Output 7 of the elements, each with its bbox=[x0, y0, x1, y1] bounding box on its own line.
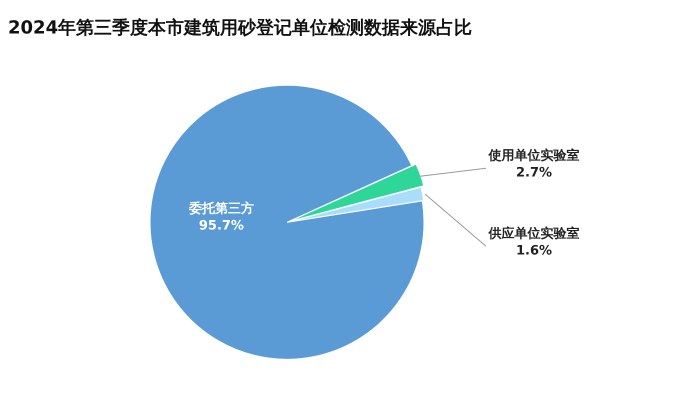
slice-label: 供应单位实验室 bbox=[488, 226, 580, 242]
data-label: 2.7% bbox=[516, 166, 552, 181]
data-label: 1.6% bbox=[516, 244, 552, 259]
slice-label: 使用单位实验室 bbox=[488, 148, 580, 164]
chart-title: 2024年第三季度本市建筑用砂登记单位检测数据来源占比 bbox=[8, 17, 472, 38]
data-label: 95.7% bbox=[198, 218, 244, 234]
slice-label: 委托第三方 bbox=[188, 200, 254, 216]
